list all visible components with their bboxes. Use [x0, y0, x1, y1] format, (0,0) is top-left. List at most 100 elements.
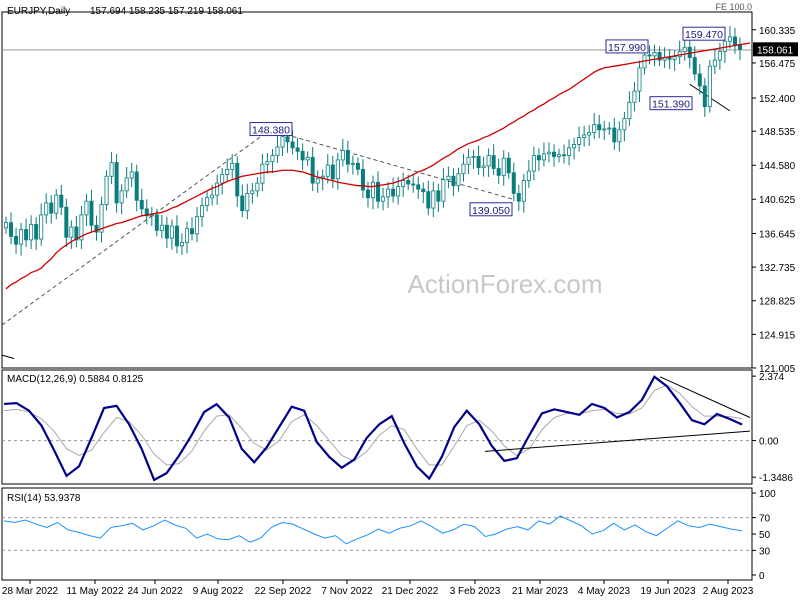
candle-body	[416, 184, 421, 190]
candle-body	[531, 155, 536, 172]
price-annotation-label: 159.470	[685, 29, 723, 41]
candle-body	[396, 186, 401, 197]
candle-body	[34, 223, 39, 240]
candle-body	[169, 225, 174, 239]
candle-body	[230, 162, 235, 170]
candle-body	[139, 199, 144, 210]
macd-main-line	[3, 375, 743, 482]
rsi-tick-label: 70	[759, 514, 771, 525]
rsi-title: RSI(14) 53.9378	[7, 493, 81, 504]
candle-body	[597, 124, 602, 131]
candle-body	[707, 65, 712, 107]
price-panel-frame	[1, 11, 753, 369]
candle-body	[476, 156, 481, 169]
rsi-line	[3, 515, 743, 545]
candle-body	[250, 190, 255, 194]
candle-body	[124, 177, 129, 192]
candle-body	[159, 224, 164, 231]
candle-body	[220, 174, 225, 184]
candle-body	[325, 164, 330, 177]
candle-body	[622, 118, 627, 131]
candle-body	[345, 150, 350, 165]
candle-body	[682, 46, 687, 52]
candle-body	[647, 54, 652, 57]
candle-body	[210, 194, 215, 199]
candle-body	[672, 56, 677, 60]
candle-body	[481, 165, 486, 169]
candle-body	[240, 195, 245, 212]
date-label: 21 Mar 2023	[512, 586, 569, 597]
macd-trendline-falling	[659, 376, 751, 418]
candle-body	[632, 90, 637, 103]
candle-body	[602, 128, 607, 131]
candle-body	[340, 150, 345, 161]
candle-body	[300, 150, 305, 161]
candle-body	[280, 136, 285, 148]
candle-body	[697, 73, 702, 87]
candle-body	[471, 156, 476, 158]
candle-body	[19, 229, 24, 245]
candle-body	[431, 190, 436, 209]
candle-body	[376, 181, 381, 202]
candle-body	[109, 162, 114, 177]
price-tick-label: 128.825	[759, 297, 796, 308]
candle-body	[305, 156, 310, 161]
date-label: 9 Aug 2022	[193, 586, 244, 597]
price-tick-label: 132.735	[759, 263, 796, 274]
candle-body	[732, 36, 737, 46]
price-annotation-label: 148.380	[252, 125, 290, 137]
candle-body	[426, 191, 431, 209]
candle-body	[265, 161, 270, 165]
candle-body	[526, 170, 531, 181]
candle-body	[421, 188, 426, 193]
candle-body	[406, 180, 411, 185]
candle-body	[712, 59, 717, 67]
date-label: 3 Feb 2023	[450, 586, 501, 597]
macd-panel-frame	[1, 369, 753, 485]
candle-body	[687, 46, 692, 58]
candle-body	[114, 162, 119, 204]
date-label: 24 Jun 2022	[127, 586, 182, 597]
rsi-tick-label: 0	[759, 571, 765, 582]
candle-body	[9, 222, 14, 237]
price-annotation-box	[249, 122, 293, 137]
candle-body	[315, 178, 320, 184]
candle-body	[572, 144, 577, 149]
candle-body	[255, 182, 260, 192]
candle-body	[149, 214, 154, 217]
candle-body	[381, 196, 386, 202]
candle-body	[174, 225, 179, 247]
macd-tick-label: -1.3486	[759, 473, 793, 484]
candle-body	[119, 190, 124, 204]
candle-body	[592, 124, 597, 133]
candle-body	[245, 193, 250, 212]
candle-body	[446, 175, 451, 181]
date-label: 28 Mar 2022	[2, 586, 59, 597]
candle-body	[179, 242, 184, 247]
current-price-label: 158.061	[757, 45, 794, 56]
candle-body	[521, 180, 526, 202]
candle-body	[496, 168, 501, 176]
candle-body	[129, 171, 134, 179]
candle-body	[164, 224, 169, 239]
price-tick-label: 148.535	[759, 127, 796, 138]
candle-body	[562, 154, 567, 157]
candle-body	[411, 183, 416, 186]
candle-body	[456, 173, 461, 187]
price-tick-label: 160.335	[759, 26, 796, 37]
candle-body	[451, 175, 456, 187]
candle-body	[89, 200, 94, 226]
price-tick-label: 136.645	[759, 229, 796, 240]
current-price-box	[753, 42, 798, 57]
fe-label: FE 100.0	[715, 2, 752, 12]
candle-body	[330, 164, 335, 180]
candle-body	[677, 51, 682, 58]
candle-body	[144, 208, 149, 217]
candle-body	[360, 168, 365, 191]
candle-body	[516, 193, 521, 202]
candle-body	[275, 146, 280, 157]
candle-body	[401, 180, 406, 187]
header-ohlc: 157.694 158.235 157.219 158.061	[90, 6, 243, 17]
ema-line	[5, 42, 751, 290]
